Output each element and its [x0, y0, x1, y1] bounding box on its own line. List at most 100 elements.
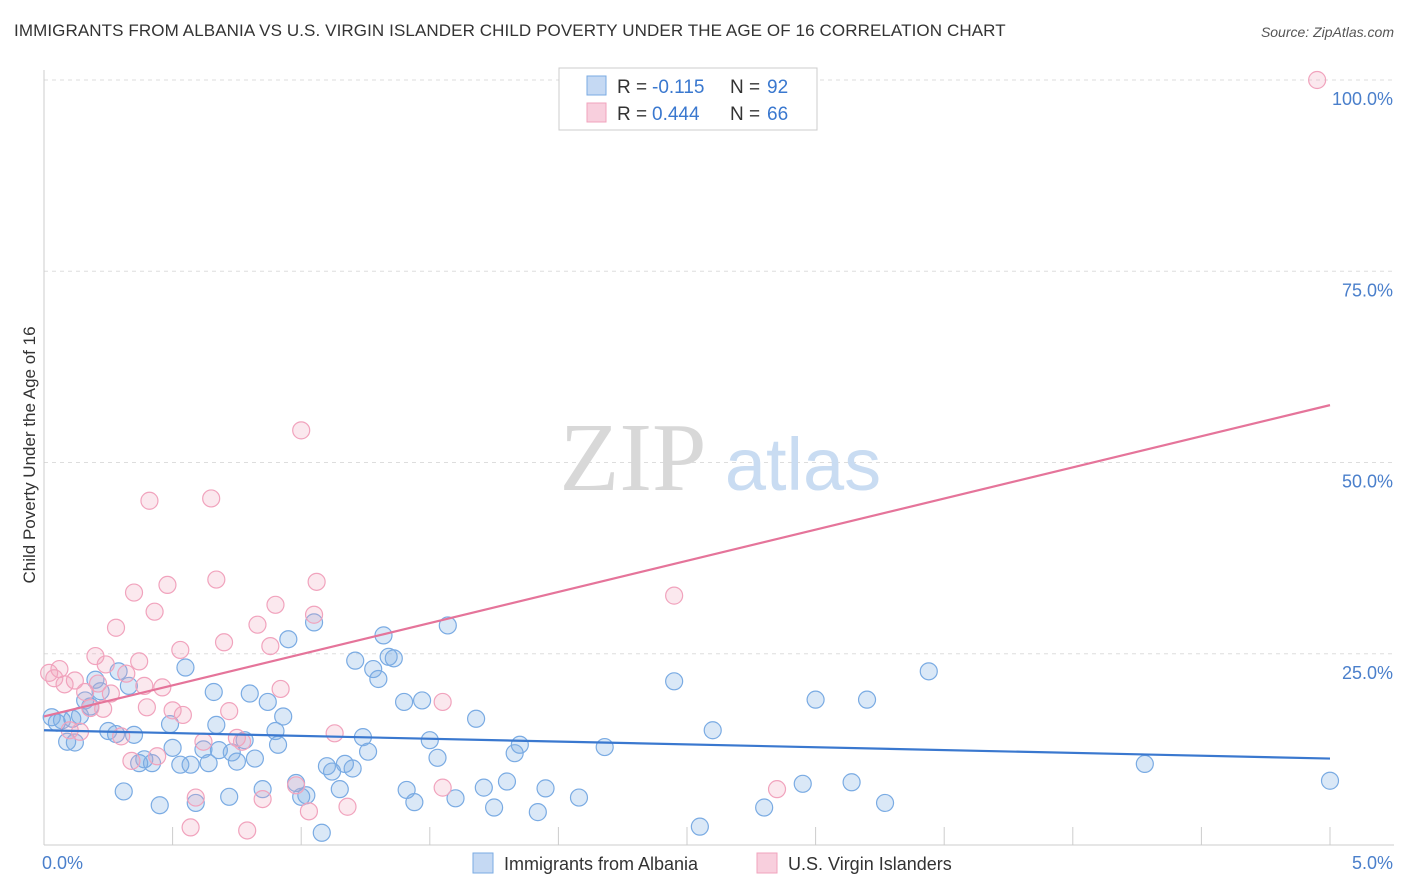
- virgin-islanders-point: [767, 780, 787, 799]
- legend-blue-swatch: [586, 75, 607, 96]
- legend-pink-n-value: 66: [767, 104, 788, 125]
- chart-title: IMMIGRANTS FROM ALBANIA VS U.S. VIRGIN I…: [14, 21, 1006, 40]
- albania-point: [304, 613, 324, 632]
- albania-point: [569, 788, 589, 807]
- virgin-islanders-point: [238, 821, 257, 840]
- albania-point: [364, 659, 383, 679]
- albania-point: [595, 737, 614, 757]
- trend-lines: [43, 404, 1331, 760]
- virgin-islanders-point: [186, 788, 205, 807]
- virgin-islanders-point: [271, 679, 290, 699]
- albania-point: [220, 787, 239, 806]
- legend-pink-n-label: N =: [730, 104, 760, 125]
- virgin-islanders-point: [171, 640, 190, 660]
- virgin-islanders-point: [96, 655, 115, 674]
- albania-point: [114, 782, 133, 801]
- albania-point: [528, 803, 547, 822]
- watermark-atlas: atlas: [725, 423, 881, 506]
- albania-point: [199, 754, 218, 773]
- albania-point: [919, 662, 938, 681]
- virgin-islanders-point: [433, 692, 452, 712]
- legend-virgin-islanders-swatch: [756, 852, 778, 874]
- albania-point: [857, 690, 877, 709]
- albania-point: [227, 752, 246, 771]
- virgin-islanders-point: [338, 797, 357, 816]
- virgin-islanders-point: [137, 698, 156, 717]
- watermark-zip: ZIP: [560, 404, 707, 512]
- virgin-islanders-point: [101, 684, 120, 703]
- albania-point: [497, 772, 517, 791]
- albania-point: [204, 682, 223, 702]
- virgin-islanders-point: [40, 663, 59, 682]
- albania-point: [176, 658, 195, 677]
- albania-point: [207, 715, 226, 734]
- albania-point: [150, 796, 169, 815]
- albania-point: [428, 748, 447, 767]
- albania-point: [346, 651, 365, 670]
- virgin-islanders-point: [202, 489, 221, 508]
- y-tick-label: 25.0%: [1342, 663, 1393, 683]
- albania-point: [163, 738, 182, 757]
- albania-point: [466, 709, 486, 728]
- x-tick-label: 0.0%: [42, 853, 83, 873]
- albania-point: [358, 742, 378, 761]
- legend-blue-n-value: 92: [767, 77, 788, 98]
- albania-point: [755, 798, 774, 817]
- albania-point: [279, 630, 298, 649]
- albania-point: [420, 731, 439, 750]
- legend-blue-r-label: R =: [617, 77, 647, 98]
- legend-albania-label: Immigrants from Albania: [504, 854, 699, 874]
- albania-point: [438, 616, 457, 635]
- virgin-islanders-point: [220, 702, 239, 721]
- albania-point: [793, 774, 812, 793]
- albania-point: [665, 672, 684, 691]
- y-tick-label: 75.0%: [1342, 280, 1393, 300]
- virgin-islanders-point: [94, 699, 113, 718]
- virgin-islanders-point: [158, 575, 177, 595]
- series-legend: Immigrants from Albania U.S. Virgin Isla…: [472, 852, 952, 874]
- albania-point: [245, 749, 265, 768]
- virgin-islanders-point: [50, 659, 69, 679]
- albania-point: [171, 755, 190, 774]
- y-tick-label: 100.0%: [1332, 89, 1393, 109]
- albania-point: [258, 692, 277, 712]
- virgin-islanders-point: [148, 747, 167, 766]
- virgin-islanders-point: [106, 618, 126, 637]
- albania-point: [412, 691, 432, 710]
- virgin-islanders-point: [88, 674, 108, 693]
- series-albania-points: [42, 613, 1340, 842]
- legend-pink-r-label: R =: [617, 104, 647, 125]
- legend-box: R = -0.115 N = 92 R = 0.444 N = 66: [558, 67, 818, 131]
- virgin-islanders-trend-line: [43, 404, 1331, 718]
- legend-virgin-islanders-label: U.S. Virgin Islanders: [788, 854, 952, 874]
- series-virgin-islanders-points: [40, 70, 1327, 840]
- albania-point: [58, 732, 77, 751]
- virgin-islanders-point: [173, 705, 192, 725]
- albania-point: [405, 793, 424, 812]
- albania-point: [1320, 771, 1340, 790]
- albania-point: [1135, 754, 1154, 774]
- virgin-islanders-point: [194, 732, 213, 751]
- albania-point: [806, 690, 825, 709]
- legend-albania-swatch: [472, 852, 494, 874]
- virgin-islanders-point: [145, 602, 164, 621]
- albania-point: [186, 793, 205, 813]
- albania-point: [181, 755, 200, 774]
- albania-point: [842, 773, 861, 792]
- albania-point: [312, 823, 331, 842]
- albania-point: [510, 735, 529, 754]
- albania-point: [240, 684, 259, 703]
- legend-pink-r-value: 0.444: [652, 104, 700, 125]
- grid-lines: [44, 79, 1394, 655]
- albania-trend-line: [43, 729, 1331, 760]
- albania-point: [485, 798, 504, 817]
- virgin-islanders-point: [55, 675, 74, 694]
- virgin-islanders-point: [163, 701, 182, 720]
- albania-point: [194, 740, 213, 759]
- albania-point: [703, 721, 722, 740]
- virgin-islanders-point: [1308, 70, 1327, 90]
- virgin-islanders-point: [117, 664, 136, 683]
- albania-point: [394, 692, 414, 712]
- virgin-islanders-point: [124, 583, 144, 602]
